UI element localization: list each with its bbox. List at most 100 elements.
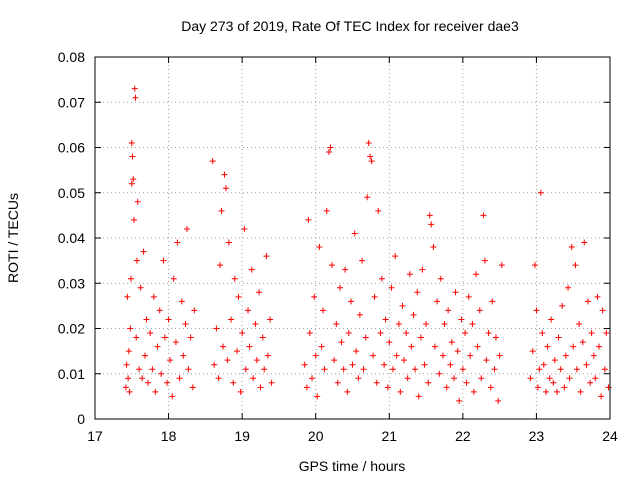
data-point <box>125 348 132 355</box>
data-point <box>365 139 372 146</box>
data-point <box>399 302 406 309</box>
data-point <box>250 375 257 382</box>
data-point <box>388 284 395 291</box>
data-point <box>412 366 419 373</box>
data-point <box>577 388 584 395</box>
data-point <box>495 397 502 404</box>
data-point <box>403 330 410 337</box>
data-point <box>431 343 438 350</box>
data-point <box>156 307 163 314</box>
data-point <box>445 307 452 314</box>
data-point <box>224 357 231 364</box>
x-tick-label: 19 <box>234 428 250 444</box>
data-point <box>152 388 159 395</box>
data-point <box>364 194 371 201</box>
data-point <box>605 384 612 391</box>
data-point <box>340 366 347 373</box>
data-point <box>386 339 393 346</box>
data-point <box>231 275 238 282</box>
data-point <box>377 330 384 337</box>
data-point <box>454 348 461 355</box>
data-point <box>480 212 487 219</box>
data-point <box>132 94 139 101</box>
data-point <box>436 370 443 377</box>
data-point <box>469 320 476 327</box>
data-point <box>211 361 218 368</box>
data-point <box>252 320 259 327</box>
data-point <box>452 289 459 296</box>
data-point <box>579 339 586 346</box>
data-point <box>172 339 179 346</box>
data-point <box>253 357 260 364</box>
data-point <box>401 357 407 364</box>
data-point <box>137 284 144 291</box>
data-point <box>248 266 255 273</box>
data-point <box>342 266 349 273</box>
data-point <box>473 271 480 278</box>
data-point <box>544 343 551 350</box>
data-point <box>230 379 237 386</box>
data-point <box>439 352 446 359</box>
data-point <box>478 375 485 382</box>
data-point <box>228 316 235 323</box>
data-point <box>140 248 147 255</box>
data-point <box>301 361 308 368</box>
data-point <box>373 379 380 386</box>
data-point <box>481 257 488 264</box>
data-point <box>417 334 424 341</box>
data-point <box>539 330 546 337</box>
data-point <box>263 253 270 260</box>
y-tick-label: 0.01 <box>58 366 85 382</box>
data-point <box>261 366 268 373</box>
y-tick-label: 0 <box>77 411 85 427</box>
data-point <box>561 384 568 391</box>
data-point <box>393 352 400 359</box>
data-point <box>331 357 338 364</box>
data-point <box>476 307 483 314</box>
data-point <box>415 393 422 400</box>
data-point <box>125 375 132 382</box>
data-point <box>594 293 601 300</box>
data-point <box>371 293 378 300</box>
data-point <box>130 216 137 223</box>
data-point <box>534 384 541 391</box>
data-point <box>127 325 134 332</box>
data-point <box>133 334 140 341</box>
x-tick-label: 18 <box>161 428 177 444</box>
data-point <box>215 375 222 382</box>
data-point <box>128 275 135 282</box>
data-point <box>458 316 465 323</box>
data-point <box>592 375 599 382</box>
y-tick-label: 0.08 <box>58 49 85 65</box>
axis-ticks: 17 18 19 20 21 22 23 24 0 0.01 0.02 0.03 0.04 0.05 0.0… <box>58 49 618 444</box>
data-point <box>327 144 334 151</box>
data-point <box>355 375 362 382</box>
data-point <box>397 388 404 395</box>
data-point <box>233 348 240 355</box>
data-point <box>144 379 151 386</box>
data-point <box>334 379 341 386</box>
data-point <box>348 298 355 305</box>
data-point <box>183 225 190 232</box>
data-point <box>599 307 606 314</box>
data-point <box>209 158 216 165</box>
data-point <box>264 352 271 359</box>
data-point <box>537 189 544 196</box>
data-point <box>489 298 496 305</box>
data-point <box>147 330 154 337</box>
data-point <box>588 330 595 337</box>
chart-title: Day 273 of 2019, Rate Of TEC Index for r… <box>181 18 519 34</box>
x-tick-label: 22 <box>455 428 471 444</box>
data-point <box>316 244 323 251</box>
data-point <box>441 320 448 327</box>
data-point <box>378 275 385 282</box>
data-point <box>303 384 310 391</box>
data-point <box>154 343 161 350</box>
data-point <box>259 334 266 341</box>
data-point <box>336 284 343 291</box>
data-point <box>456 397 463 404</box>
data-point <box>124 293 131 300</box>
data-point <box>345 330 352 337</box>
data-point <box>220 343 227 350</box>
data-point <box>182 320 189 327</box>
